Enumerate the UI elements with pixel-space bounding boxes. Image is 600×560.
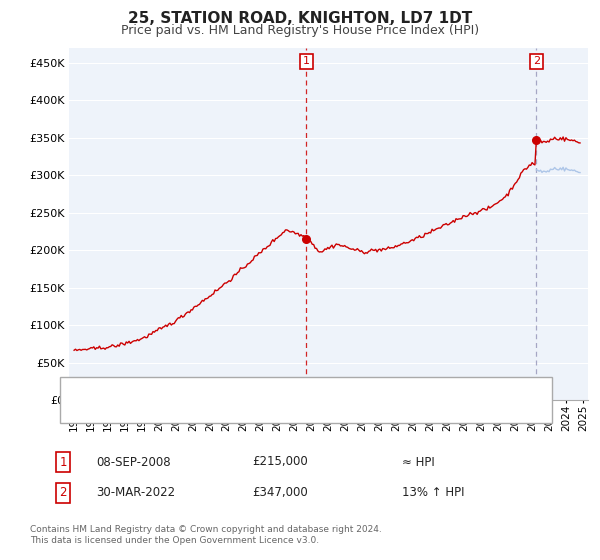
Text: 1: 1 <box>303 57 310 67</box>
Text: 13% ↑ HPI: 13% ↑ HPI <box>402 486 464 500</box>
Text: 2: 2 <box>533 57 540 67</box>
Text: Contains HM Land Registry data © Crown copyright and database right 2024.
This d: Contains HM Land Registry data © Crown c… <box>30 525 382 545</box>
Text: £347,000: £347,000 <box>252 486 308 500</box>
Text: Price paid vs. HM Land Registry's House Price Index (HPI): Price paid vs. HM Land Registry's House … <box>121 24 479 36</box>
Text: 30-MAR-2022: 30-MAR-2022 <box>96 486 175 500</box>
Text: 1: 1 <box>59 455 67 469</box>
Text: 2: 2 <box>59 486 67 500</box>
Text: ——: —— <box>75 405 103 419</box>
Text: HPI: Average price, detached house, Powys: HPI: Average price, detached house, Powy… <box>111 408 352 418</box>
Text: 25, STATION ROAD, KNIGHTON, LD7 1DT: 25, STATION ROAD, KNIGHTON, LD7 1DT <box>128 11 472 26</box>
Text: ——: —— <box>75 382 103 396</box>
Text: 08-SEP-2008: 08-SEP-2008 <box>96 455 170 469</box>
Text: 25, STATION ROAD, KNIGHTON, LD7 1DT (detached house): 25, STATION ROAD, KNIGHTON, LD7 1DT (det… <box>111 385 438 395</box>
Text: £215,000: £215,000 <box>252 455 308 469</box>
Text: ≈ HPI: ≈ HPI <box>402 455 435 469</box>
